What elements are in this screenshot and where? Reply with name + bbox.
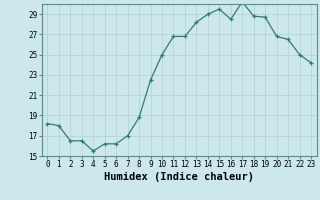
- X-axis label: Humidex (Indice chaleur): Humidex (Indice chaleur): [104, 172, 254, 182]
